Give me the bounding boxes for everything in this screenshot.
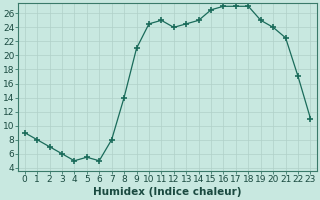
- X-axis label: Humidex (Indice chaleur): Humidex (Indice chaleur): [93, 187, 242, 197]
